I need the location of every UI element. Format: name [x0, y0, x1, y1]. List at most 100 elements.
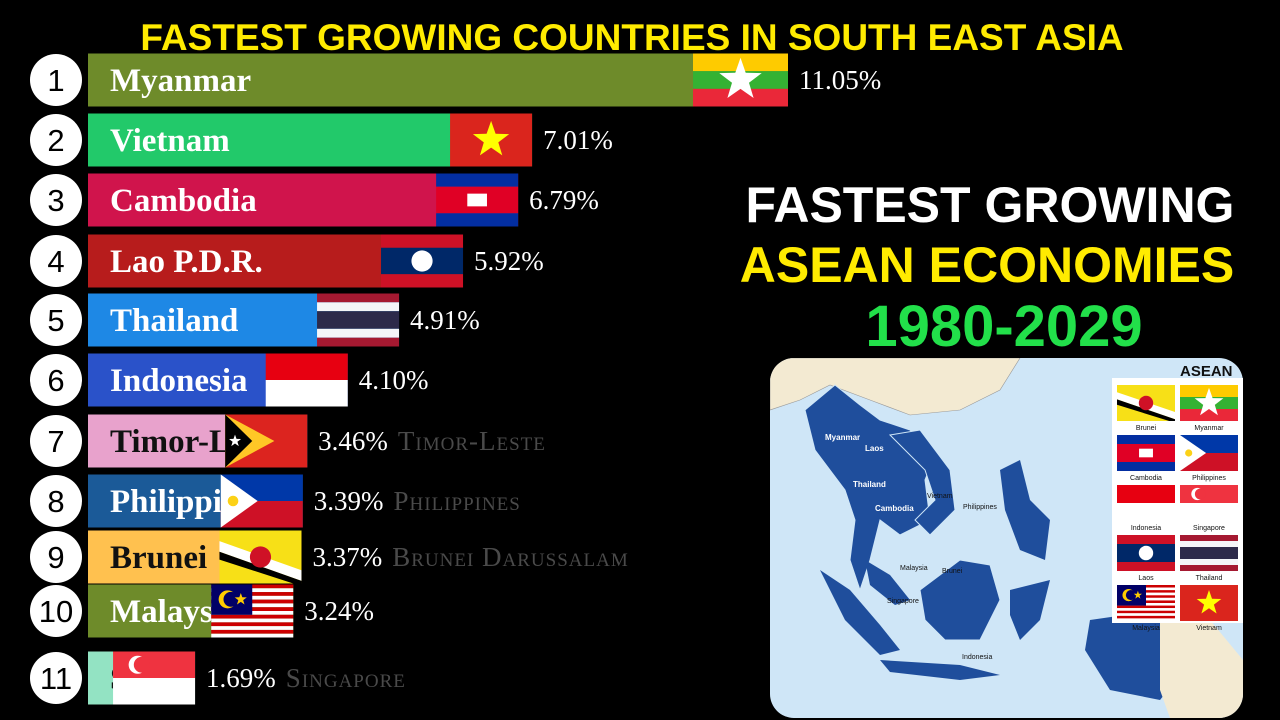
- bar-label: Vietnam: [110, 123, 230, 159]
- map-flag-label: Thailand: [1196, 575, 1223, 582]
- overlay-line: 1980-2029: [865, 294, 1142, 359]
- map-label: Malaysia: [900, 565, 928, 572]
- flag-emblem: [1139, 448, 1153, 458]
- flag-stripe: [1117, 608, 1175, 611]
- rank-badge: [30, 114, 82, 166]
- map-flag-label: Indonesia: [1131, 525, 1161, 532]
- flag-emblem: [1194, 488, 1206, 500]
- map-label: Philippines: [963, 504, 997, 511]
- chart-title: FASTEST GROWING COUNTRIES IN SOUTH EAST …: [140, 17, 1123, 58]
- map-label: Laos: [865, 444, 884, 453]
- map-flag-label: Myanmar: [1194, 425, 1224, 432]
- overlay-line: ASEAN ECONOMIES: [740, 237, 1235, 293]
- bar-label: Malaysia: [110, 594, 238, 630]
- map-flag: [1117, 385, 1175, 421]
- flag-emblem: [133, 656, 150, 673]
- flag-stripe: [1117, 462, 1175, 471]
- overlay-line: FASTEST GROWING: [746, 177, 1235, 233]
- map-flag: [1117, 535, 1175, 571]
- bar-label: Indonesia: [110, 363, 248, 399]
- flag-emblem: [1138, 395, 1154, 411]
- flag: [220, 474, 303, 528]
- map-label: Singapore: [887, 598, 919, 605]
- flag-emblem: [411, 250, 433, 272]
- flag-stripe: [211, 618, 294, 623]
- value-label: 3.37%: [312, 542, 382, 572]
- flag-stripe: [1180, 535, 1238, 541]
- rank-label: 1: [47, 63, 64, 98]
- bar-label: Singapore: [110, 661, 252, 697]
- map-label: Cambodia: [875, 504, 914, 513]
- rank-badge: [30, 652, 82, 704]
- flag-stripe: [436, 173, 519, 187]
- flag-stripe: [1117, 535, 1175, 544]
- flag: [381, 234, 464, 288]
- flag-stripe: [1117, 610, 1175, 614]
- rank-badge: [30, 531, 82, 583]
- map-flag-label: Brunei: [1136, 425, 1157, 432]
- bar: [88, 53, 788, 107]
- value-label: 7.01%: [543, 125, 613, 155]
- value-label: 3.39%: [314, 486, 384, 516]
- rank-label: 8: [47, 484, 64, 519]
- bar-label: Brunei: [110, 540, 207, 576]
- flag-stripe: [693, 88, 788, 107]
- map-label: Myanmar: [825, 433, 860, 442]
- flag-emblem: [1117, 399, 1175, 421]
- flag: [450, 113, 533, 167]
- rank-label: 6: [47, 363, 64, 398]
- side-label: Timor-Leste: [398, 426, 546, 456]
- rank-badge: [30, 415, 82, 467]
- side-label: Brunei Darussalam: [392, 542, 628, 572]
- flag-emblem: [223, 591, 239, 607]
- map-flag-label: Cambodia: [1130, 475, 1162, 482]
- rank-label: 5: [47, 303, 64, 338]
- map-flag: [1180, 485, 1238, 521]
- rank-badge: [30, 585, 82, 637]
- flag-emblem: [1185, 449, 1193, 457]
- flag: [436, 173, 519, 227]
- map-flag: [1117, 585, 1175, 621]
- flag-stripe: [1180, 503, 1238, 521]
- flag-stripe: [436, 213, 519, 227]
- flag-stripe: [1180, 541, 1238, 547]
- map-label: Indonesia: [962, 654, 992, 661]
- map-label: Thailand: [853, 480, 886, 489]
- flag-star: [234, 593, 247, 605]
- rank-badge: [30, 354, 82, 406]
- flag-stripe: [1117, 605, 1175, 609]
- value-label: 4.10%: [359, 365, 429, 395]
- flag-stripe: [113, 651, 196, 678]
- map-flag-label: Laos: [1138, 575, 1154, 582]
- rank-label: 2: [47, 123, 64, 158]
- flag-stripe: [113, 678, 196, 705]
- rank-label: 7: [47, 424, 64, 459]
- flag-emblem: [467, 193, 487, 207]
- flag-star: [1194, 387, 1224, 416]
- flag-emblem: [1180, 435, 1207, 471]
- map-flag: [1180, 435, 1238, 471]
- flag: [211, 584, 294, 638]
- map-label: Vietnam: [927, 493, 953, 500]
- map-flag: [1117, 435, 1175, 471]
- rank-label: 9: [47, 540, 64, 575]
- flag-stripe: [211, 629, 294, 634]
- flag-stripe: [211, 622, 294, 627]
- map-flag-label: Singapore: [1193, 525, 1225, 532]
- bar-label: Lao P.D.R.: [110, 244, 263, 280]
- bar-label: Timor-Leste: [110, 424, 284, 460]
- flag-stripe: [1117, 618, 1175, 621]
- flag-emblem: [227, 495, 239, 507]
- flag-stripe: [1117, 615, 1175, 619]
- flag-stripe: [265, 380, 348, 407]
- flag-stripe: [381, 274, 464, 288]
- flag-stripe: [1117, 435, 1175, 444]
- rank-badge: [30, 54, 82, 106]
- bar-label: Thailand: [110, 303, 238, 339]
- flag-emblem: [220, 474, 258, 528]
- rank-badge: [30, 294, 82, 346]
- flag-stripe: [1180, 485, 1238, 503]
- flag-stripe: [1117, 613, 1175, 616]
- rank-badge: [30, 475, 82, 527]
